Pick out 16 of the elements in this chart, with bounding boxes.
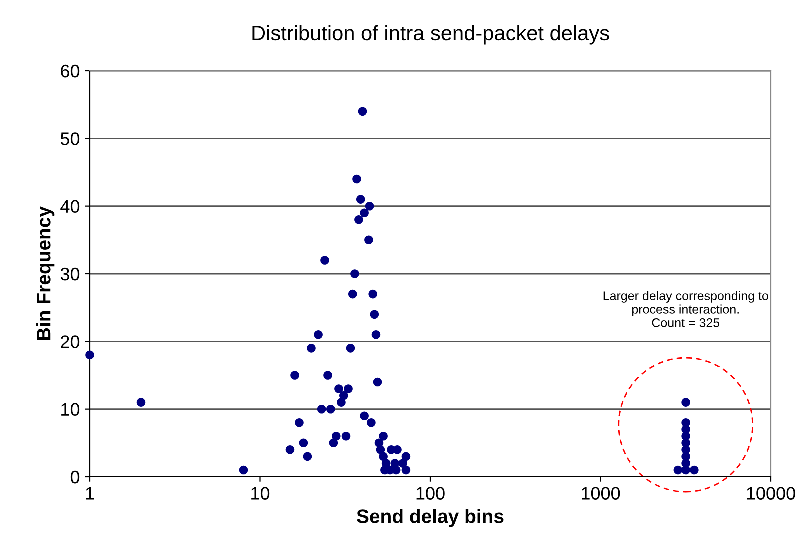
y-tick-label: 30	[60, 268, 80, 281]
x-tick-label: 1	[86, 487, 94, 500]
y-axis-title: Bin Frequency	[36, 206, 55, 340]
x-tick-label: 10	[252, 487, 270, 500]
y-tick-label: 10	[62, 403, 80, 416]
x-tick-label: 10000	[747, 487, 796, 500]
y-tick-label: 50	[60, 132, 80, 146]
y-tick-label: 0	[70, 470, 80, 484]
x-tick-label: 1000	[582, 487, 620, 500]
x-tick-label: 100	[416, 487, 445, 500]
annotation: Larger delay corresponding to process interaction. Count = 325	[604, 291, 768, 328]
y-tick-label: 20	[61, 336, 80, 348]
x-axis-title: Send delay bins	[357, 509, 504, 528]
y-tick-label: 40	[60, 200, 80, 214]
chart-title: Distribution of intra send-packet delays	[252, 25, 610, 45]
y-tick-label: 60	[61, 64, 80, 78]
